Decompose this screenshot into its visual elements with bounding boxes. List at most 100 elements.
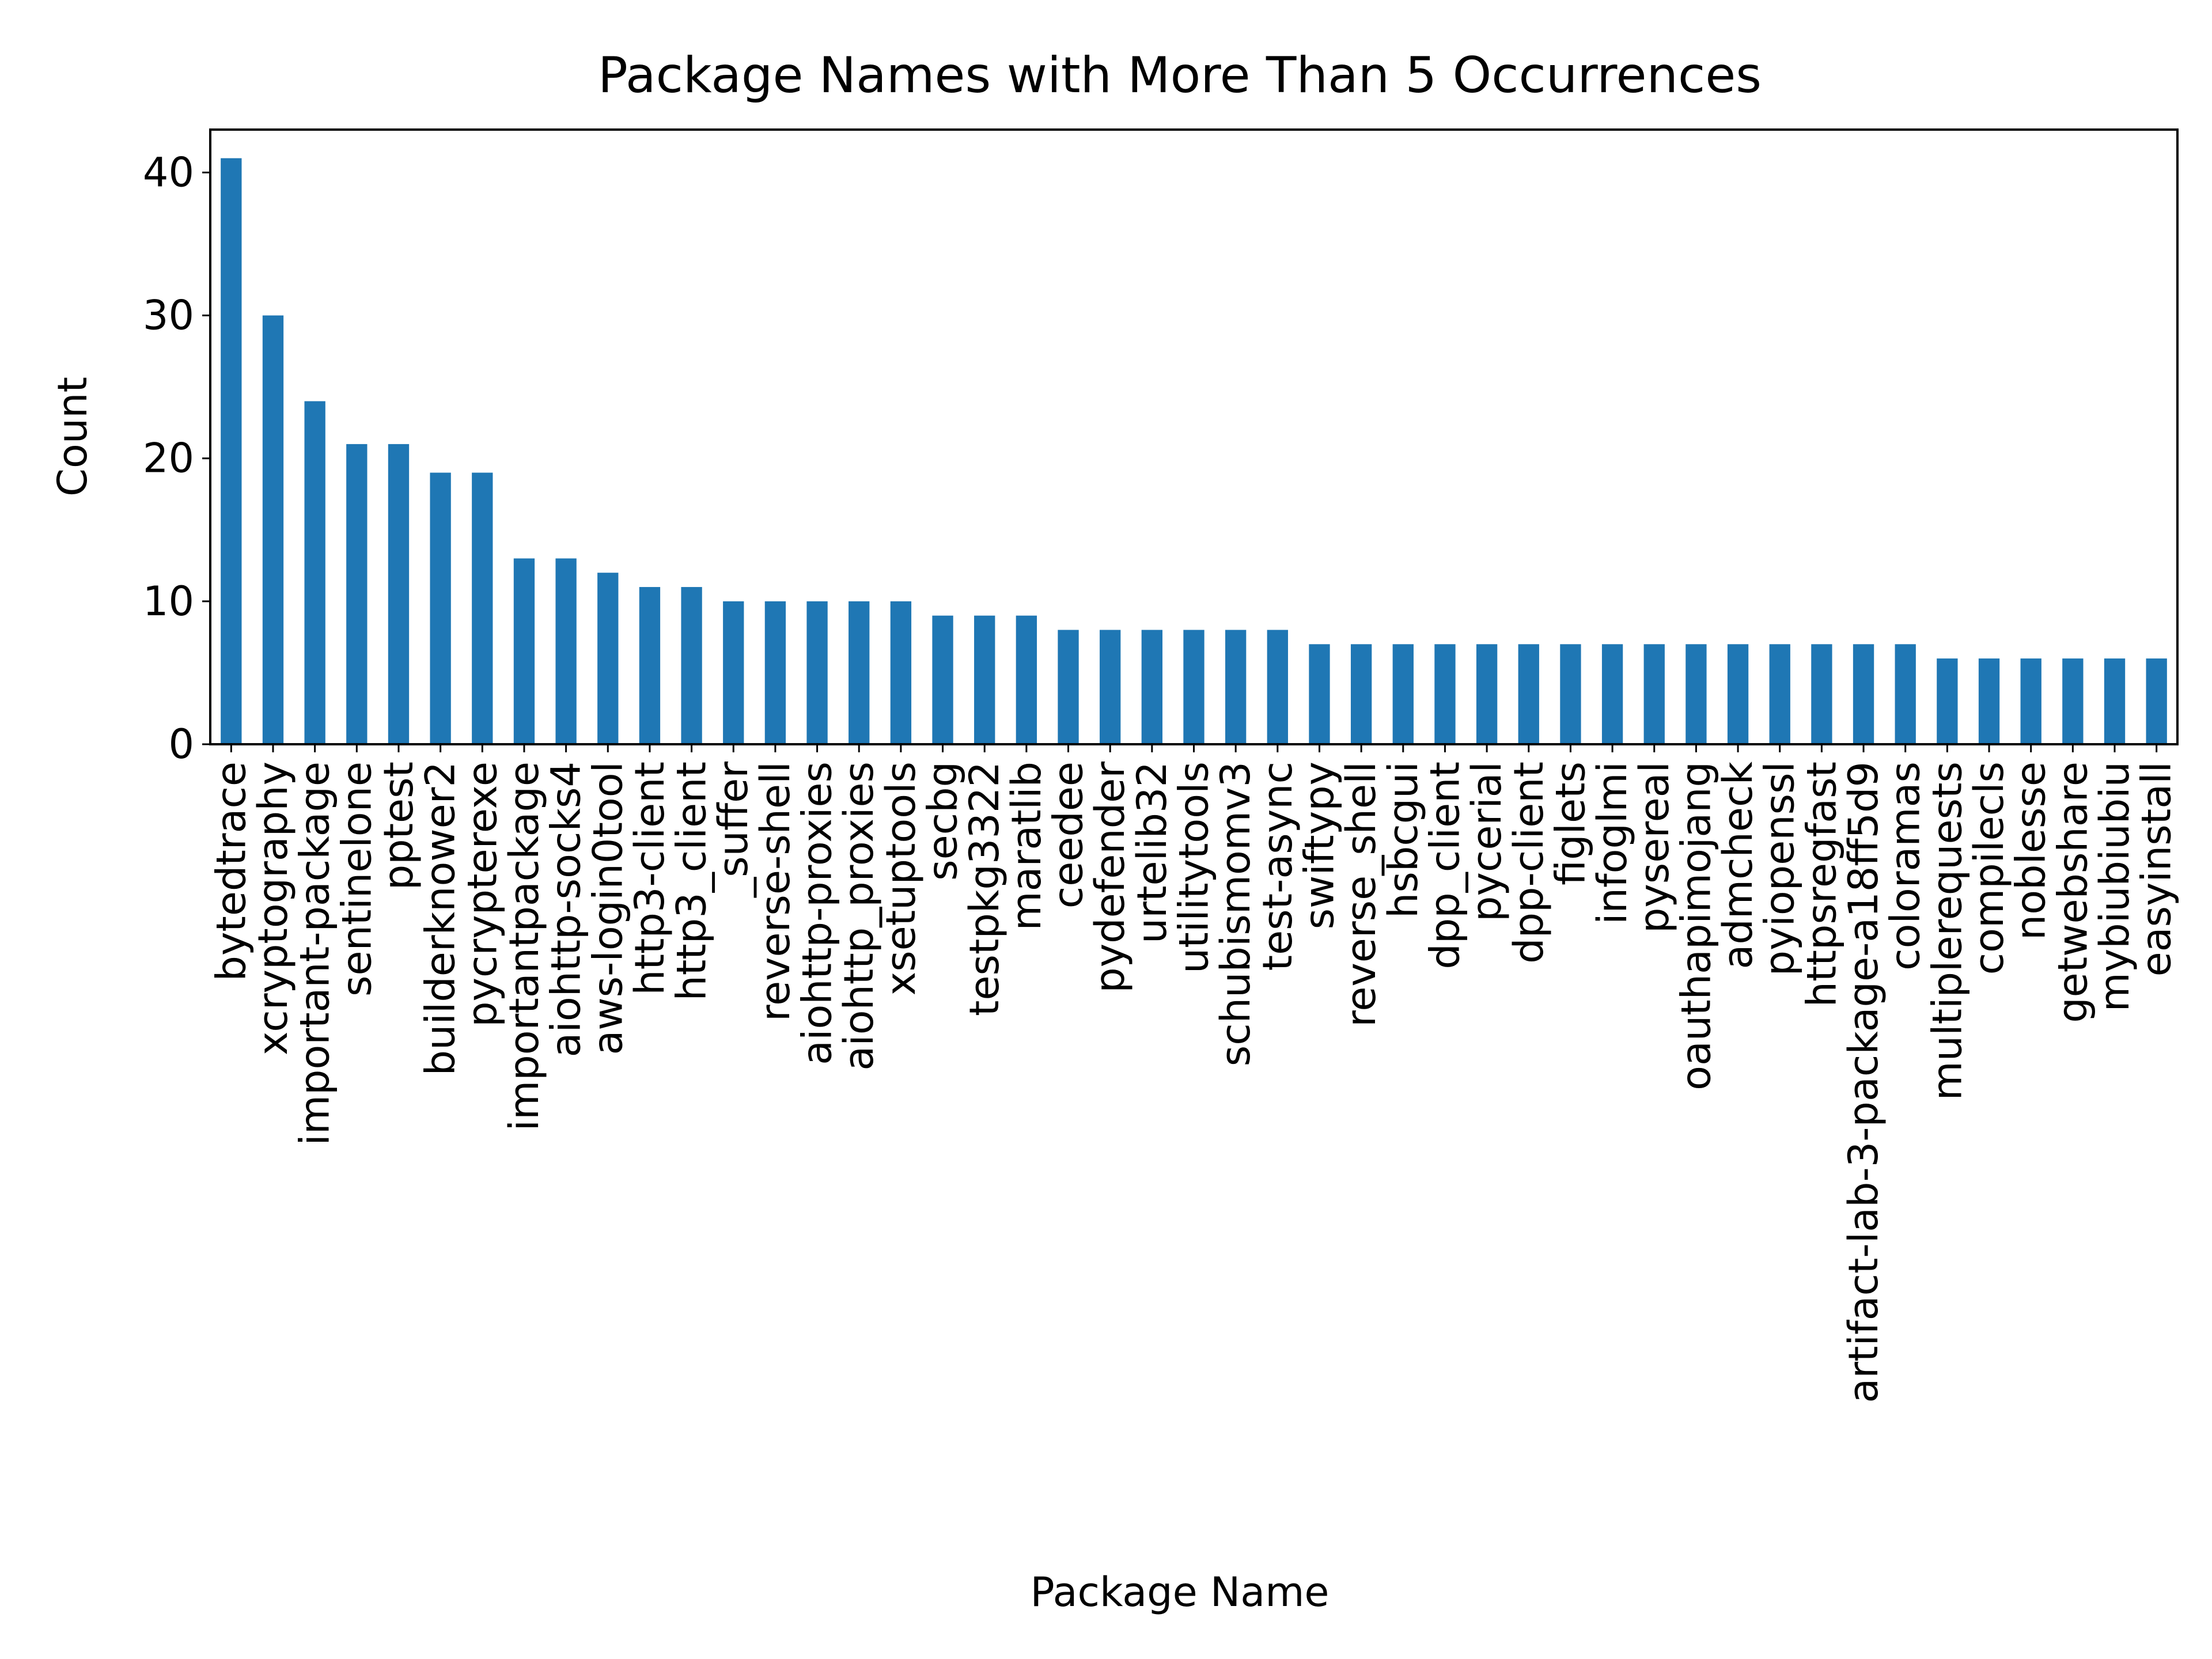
x-tick-label: infoglmi (1589, 762, 1636, 925)
x-tick-label: bytedtrace (207, 762, 255, 981)
x-tick-label: importantpackage (501, 762, 548, 1131)
bar-infoglmi (1601, 644, 1623, 744)
bar-bytedtrace (221, 158, 242, 744)
bar-xsetuptools (890, 601, 912, 744)
bar-ceedee (1058, 630, 1079, 744)
x-tick-label: pysereal (1631, 762, 1678, 933)
x-tick-label: pydefender (1086, 762, 1134, 993)
bar-secbg (932, 615, 953, 744)
bar-aiohttp-socks4 (555, 558, 577, 744)
x-tick-label: secbg (919, 762, 967, 881)
y-axis: 0 10 20 30 40 (143, 149, 210, 768)
bar-sentinelone (346, 444, 368, 744)
bar-xcryptography (262, 315, 284, 744)
bar-importantpackage (513, 558, 535, 744)
bar-coloramas (1895, 644, 1916, 744)
bar-compilecls (1978, 658, 2000, 744)
x-tick-label: maratlib (1003, 762, 1050, 931)
bar-noblesse (2020, 658, 2041, 744)
bar-multiplerequests (1937, 658, 1958, 744)
x-tick-label: pptest (375, 762, 422, 890)
x-tick-label: http3-client (626, 762, 673, 995)
x-tick-label: test-async (1254, 762, 1301, 971)
bar-aiohttp-proxies (806, 601, 828, 744)
bar-admcheck (1727, 644, 1749, 744)
x-tick-label: httpsregfast (1798, 762, 1845, 1007)
x-tick-label: mybiubiubiu (2091, 762, 2138, 1012)
bar-dpp-client (1518, 644, 1539, 744)
bar-maratlib (1016, 615, 1037, 744)
x-tick-label: swiftypy (1296, 762, 1343, 929)
x-axis-label: Package Name (1031, 1569, 1330, 1616)
x-tick-label: aiohttp-proxies (794, 762, 841, 1065)
x-tick-label: urtelib32 (1128, 762, 1176, 944)
y-axis-label: Count (49, 377, 96, 497)
bar-figlets (1560, 644, 1581, 744)
bar-pycerial (1476, 644, 1498, 744)
chart-title: Package Names with More Than 5 Occurrenc… (598, 47, 1762, 104)
x-tick-label: sentinelone (333, 762, 380, 997)
x-tick-label: compilecls (1965, 762, 2013, 975)
bar-aiohttp_proxies (849, 601, 870, 744)
x-tick-label: noblesse (2008, 762, 2055, 940)
x-tick-label: figlets (1547, 762, 1594, 885)
bar-urtelib32 (1141, 630, 1163, 744)
bar-aws-login0tool (597, 573, 619, 744)
x-tick-label: easyinstall (2133, 762, 2180, 976)
x-tick-label: builderknower2 (417, 762, 464, 1075)
bar-mybiubiubiu (2104, 658, 2126, 744)
bar-utilitytools (1183, 630, 1205, 744)
bar-test-async (1267, 630, 1288, 744)
x-tick-label: utilitytools (1171, 762, 1218, 974)
x-tick-label: xcryptography (249, 762, 297, 1055)
bar-swiftypy (1309, 644, 1330, 744)
y-tick-label: 40 (143, 149, 194, 196)
bar-reverse-shell (764, 601, 786, 744)
bar-builderknower2 (430, 472, 451, 744)
x-tick-label: ceedee (1045, 762, 1092, 908)
bar-reverse_shell (1350, 644, 1372, 744)
x-tick-label: reverse-shell (752, 762, 799, 1021)
x-tick-label: multiplerequests (1923, 762, 1971, 1100)
bar-oauthapimojang (1685, 644, 1707, 744)
bar-httpsregfast (1811, 644, 1832, 744)
bar-dpp_client (1434, 644, 1456, 744)
x-tick-label: schubismomv3 (1212, 762, 1259, 1066)
bar-_suffer (723, 601, 744, 744)
bar-pydefender (1100, 630, 1121, 744)
bar-artifact-lab-3-package-a18ff5d9 (1853, 644, 1874, 744)
x-tick-label: aiohttp_proxies (835, 762, 882, 1071)
bar-http3-client (639, 587, 661, 744)
y-tick-label: 0 (168, 721, 194, 768)
x-tick-label: pycerial (1463, 762, 1510, 922)
y-tick-label: 30 (143, 292, 194, 339)
x-tick-label: _suffer (710, 762, 757, 898)
x-tick-label: coloramas (1882, 762, 1929, 971)
x-tick-label: reverse_shell (1338, 762, 1385, 1027)
bar-getwebshare (2062, 658, 2084, 744)
bar-important-package (304, 401, 325, 744)
x-tick-label: artifact-lab-3-package-a18ff5d9 (1840, 762, 1887, 1403)
x-tick-label: oauthapimojang (1672, 762, 1719, 1090)
x-tick-label: aiohttp-socks4 (543, 762, 590, 1057)
bar-http3_client (681, 587, 702, 744)
bars-group (221, 158, 2167, 744)
bar-pyiopenssl (1769, 644, 1790, 744)
bar-testpkg3322 (974, 615, 995, 744)
x-tick-label: hsbcgui (1380, 762, 1427, 918)
x-tick-label: pycrypterexe (459, 762, 506, 1027)
x-tick-label: pyiopenssl (1756, 762, 1804, 976)
x-tick-label: admcheck (1714, 762, 1762, 969)
bar-hsbcgui (1392, 644, 1414, 744)
x-tick-label: getwebshare (2049, 762, 2096, 1023)
x-tick-label: dpp-client (1505, 762, 1552, 964)
y-tick-label: 20 (143, 435, 194, 482)
x-tick-label: dpp_client (1421, 762, 1468, 969)
bar-pycrypterexe (472, 472, 493, 744)
x-tick-label: testpkg3322 (961, 762, 1008, 1016)
x-tick-label: http3_client (668, 762, 715, 1001)
bar-pptest (388, 444, 410, 744)
bar-easyinstall (2146, 658, 2167, 744)
x-tick-label: important-package (291, 762, 339, 1146)
